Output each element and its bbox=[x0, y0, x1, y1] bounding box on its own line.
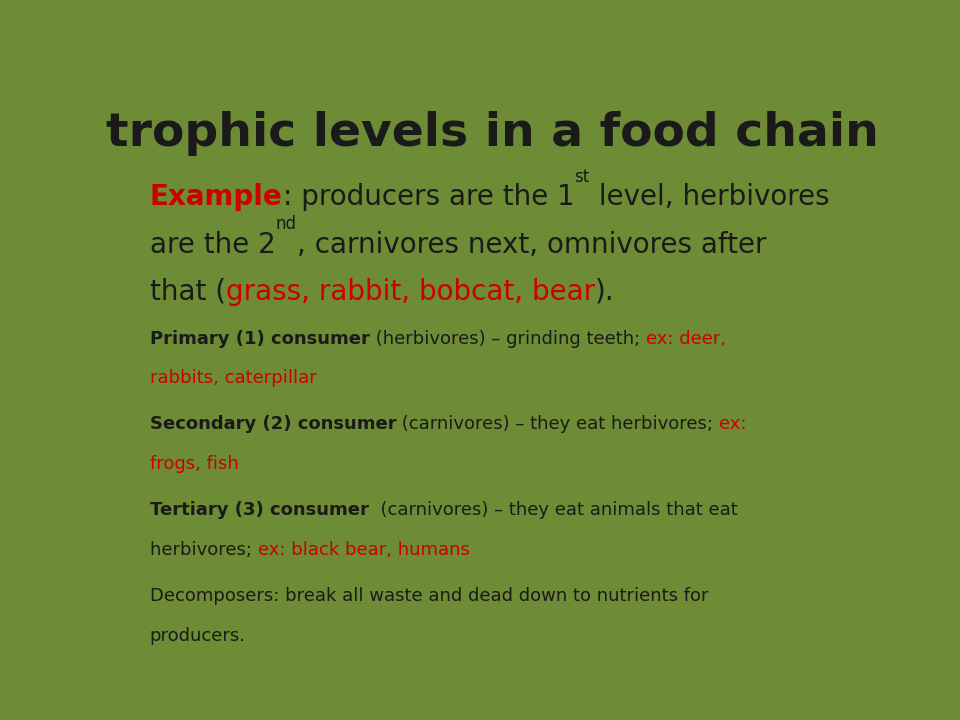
Text: st: st bbox=[574, 168, 589, 186]
Text: (herbivores) – grinding teeth;: (herbivores) – grinding teeth; bbox=[370, 330, 646, 348]
Text: Primary (1) consumer: Primary (1) consumer bbox=[150, 330, 370, 348]
Text: nd: nd bbox=[276, 215, 297, 233]
Text: : producers are the 1: : producers are the 1 bbox=[282, 184, 574, 212]
Text: , carnivores next, omnivores after: , carnivores next, omnivores after bbox=[297, 230, 766, 258]
Text: that (: that ( bbox=[150, 278, 226, 306]
Text: Decomposers: break all waste and dead down to nutrients for: Decomposers: break all waste and dead do… bbox=[150, 587, 708, 605]
Text: trophic levels in a food chain: trophic levels in a food chain bbox=[106, 112, 878, 156]
Text: rabbits, caterpillar: rabbits, caterpillar bbox=[150, 369, 317, 387]
Text: ex: deer,: ex: deer, bbox=[646, 330, 726, 348]
Text: Tertiary (3) consumer: Tertiary (3) consumer bbox=[150, 501, 369, 519]
Text: herbivores;: herbivores; bbox=[150, 541, 257, 559]
Text: frogs, fish: frogs, fish bbox=[150, 455, 238, 473]
Text: ex:: ex: bbox=[719, 415, 747, 433]
Text: Secondary (2) consumer: Secondary (2) consumer bbox=[150, 415, 396, 433]
Text: (carnivores) – they eat herbivores;: (carnivores) – they eat herbivores; bbox=[396, 415, 719, 433]
Text: are the 2: are the 2 bbox=[150, 230, 276, 258]
Text: Example: Example bbox=[150, 184, 282, 212]
Text: level, herbivores: level, herbivores bbox=[589, 184, 829, 212]
Text: producers.: producers. bbox=[150, 627, 246, 645]
Text: grass, rabbit, bobcat, bear: grass, rabbit, bobcat, bear bbox=[226, 278, 595, 306]
Text: ex: black bear, humans: ex: black bear, humans bbox=[257, 541, 469, 559]
Text: (carnivores) – they eat animals that eat: (carnivores) – they eat animals that eat bbox=[369, 501, 737, 519]
Text: ).: ). bbox=[595, 278, 614, 306]
